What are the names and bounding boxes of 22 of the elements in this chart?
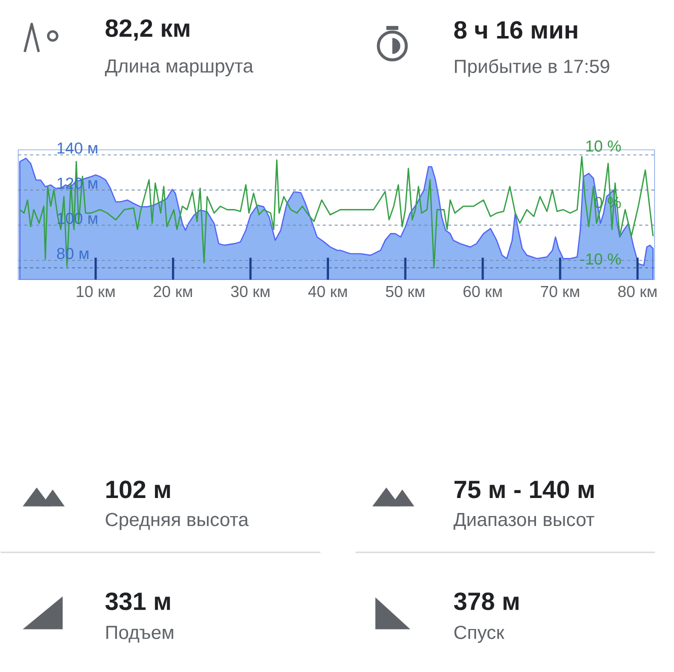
- text: Длина маршрута: [104, 59, 254, 76]
- text: 378 м: [454, 592, 519, 610]
- text: 82,2 км: [106, 19, 190, 40]
- x-tick-label: 40 км: [308, 286, 347, 298]
- text: Спуск: [454, 626, 504, 643]
- y2-tick-label: 10 %: [586, 140, 621, 152]
- x-tick-label: 30 км: [231, 286, 270, 298]
- x-tick-label: 60 км: [464, 286, 502, 298]
- text: 102 м: [106, 480, 170, 498]
- x-tick-label: 50 км: [386, 286, 424, 298]
- text: Прибытие в 17:59: [454, 58, 610, 77]
- text: Диапазон высот: [454, 512, 594, 530]
- x-tick-label: 20 км: [154, 286, 192, 298]
- x-tick-label: 70 км: [540, 286, 580, 298]
- x-tick-label: 80 км: [618, 286, 656, 298]
- text: 8 ч 16 мин: [454, 21, 578, 39]
- text: 75 м - 140 м: [454, 480, 594, 498]
- x-tick-label: 10 км: [76, 286, 115, 298]
- text: Средняя высота: [106, 512, 249, 530]
- text: 331 м: [105, 592, 170, 610]
- y2-tick-label: -10 %: [580, 253, 621, 264]
- text: Подъем: [106, 626, 174, 643]
